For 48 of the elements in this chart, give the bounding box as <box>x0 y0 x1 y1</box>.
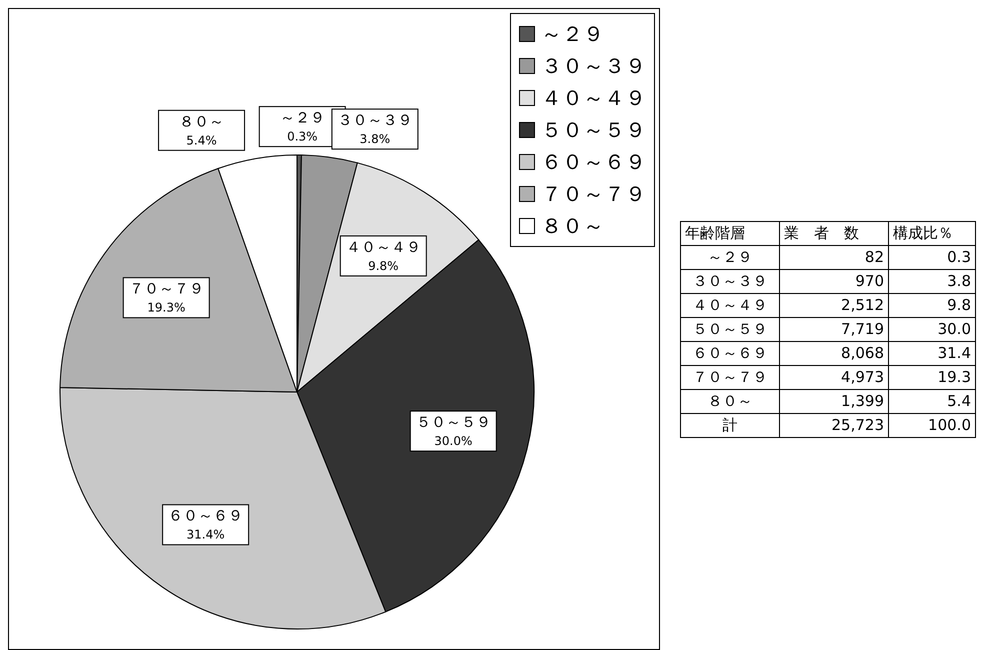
text: 計 <box>680 413 780 437</box>
text: 2,512 <box>780 293 888 317</box>
text: 25,723 <box>780 413 888 437</box>
text: 4,973 <box>780 365 888 389</box>
text: 100.0 <box>888 413 976 437</box>
slice-label: ３０～３９ <box>337 111 412 130</box>
text: 31.4 <box>888 341 976 365</box>
text: ４０～４９ <box>680 293 780 317</box>
legend-label: ６０～６９ <box>541 149 646 176</box>
legend-label: ３０～３９ <box>541 53 646 80</box>
slice-label: ～２９ <box>280 108 325 127</box>
data-label: 9.8% <box>368 258 399 273</box>
text: 1,399 <box>780 389 888 413</box>
legend-label: ７０～７９ <box>541 181 646 208</box>
text: 30.0 <box>888 317 976 341</box>
text: 構成比％ <box>888 221 976 245</box>
slice-label: ６０～６９ <box>168 506 244 525</box>
text: 5.4 <box>888 389 976 413</box>
text: 9.8 <box>888 293 976 317</box>
text: 年齢階層 <box>680 221 780 245</box>
slice-label: ４０～４９ <box>346 238 421 256</box>
slice-label: ５０～５９ <box>416 413 491 432</box>
text: 8,068 <box>780 341 888 365</box>
text: ６０～６９ <box>680 341 780 365</box>
data-label: 3.8% <box>360 132 390 146</box>
text: 業 者 数 <box>780 221 888 245</box>
slice-label: ８０～ <box>179 112 224 130</box>
text: 7,719 <box>780 317 888 341</box>
text: ～２９ <box>680 245 780 269</box>
text: 3.8 <box>888 269 976 293</box>
text: ３０～３９ <box>680 269 780 293</box>
text: ５０～５９ <box>680 317 780 341</box>
legend-label: ～２９ <box>541 21 604 48</box>
data-label: 31.4% <box>186 528 225 542</box>
text: 970 <box>780 269 888 293</box>
data-label: 30.0% <box>434 434 472 448</box>
data-label: 0.3% <box>287 130 318 144</box>
text: 0.3 <box>888 245 976 269</box>
data-label: 5.4% <box>186 133 217 148</box>
text: 19.3 <box>888 365 976 389</box>
legend-label: ５０～５９ <box>541 117 646 144</box>
slice-label: ７０～７９ <box>128 280 204 298</box>
data-label: 19.3% <box>147 300 186 315</box>
legend-label: ４０～４９ <box>541 85 646 112</box>
text: ７０～７９ <box>680 365 780 389</box>
legend-label: ８０～ <box>541 213 604 240</box>
text: 82 <box>780 245 888 269</box>
text: ８０～ <box>680 389 780 413</box>
